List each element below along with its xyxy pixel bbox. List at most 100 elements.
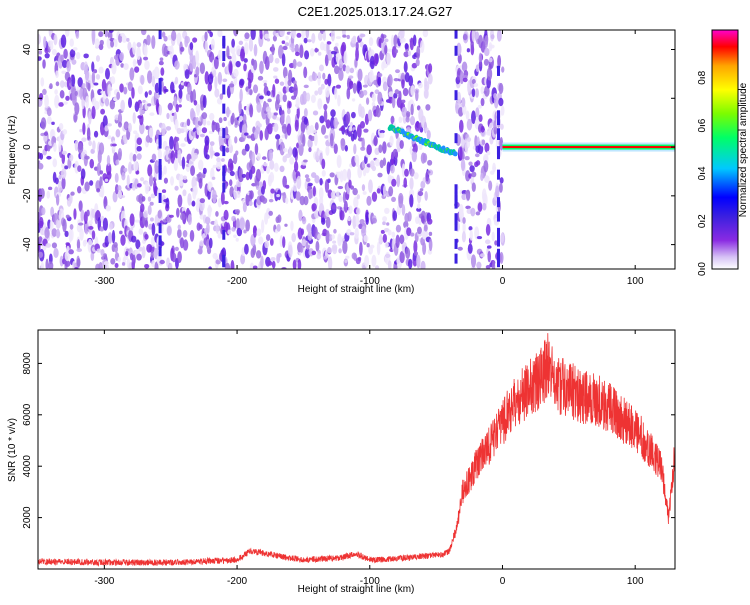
spectrogram-cell [199, 133, 205, 138]
spectrogram-cell [387, 260, 392, 269]
spectrogram-cell [264, 33, 270, 40]
spectrogram-cell [108, 87, 113, 91]
spectrogram-cell [75, 30, 80, 39]
spectrogram-cell [207, 73, 214, 85]
x-tick-label: -300 [94, 276, 114, 287]
spectrogram-y-label: Frequency (Hz) [7, 116, 18, 185]
spectrogram-streak [158, 78, 162, 89]
spectrogram-cell [330, 109, 336, 118]
y-tick-label: 0 [22, 144, 33, 150]
spectrogram-cell [471, 30, 476, 43]
spectrogram-cell [301, 90, 308, 105]
spectrogram-cell [303, 84, 309, 89]
spectrogram-cell [375, 107, 381, 118]
spectrogram-cell [227, 229, 231, 235]
spectrogram-cell [252, 243, 257, 256]
spectrogram-cell [235, 218, 241, 230]
spectrogram-cell [335, 53, 340, 58]
spectrogram-cell [92, 140, 96, 151]
spectrogram-cell [82, 83, 86, 89]
spectrogram-cell [415, 58, 420, 67]
spectrogram-cell [359, 241, 363, 256]
spectrogram-cell [342, 191, 347, 204]
spectrogram-cell [388, 91, 394, 97]
spectrogram-cell [106, 171, 112, 180]
spectrogram-cell [60, 54, 64, 63]
spectrogram-cell [132, 153, 137, 162]
spectrogram-cell [208, 266, 213, 269]
spectrogram-streak [496, 227, 500, 238]
spectrogram-cell [69, 154, 74, 162]
spectrogram-cell [255, 168, 262, 182]
spectrogram-streak [158, 192, 162, 203]
spectrogram-streak [454, 184, 458, 195]
spectrogram-cell [276, 224, 281, 232]
spectrogram-cell [248, 37, 254, 52]
spectrogram-cell [344, 259, 348, 263]
spectrogram-cell [361, 137, 365, 149]
spectrogram-cell [299, 44, 304, 59]
spectrogram-cell [95, 55, 101, 62]
spectrogram-cell [292, 147, 298, 158]
spectrogram-cell [111, 143, 117, 147]
spectrogram-cell [344, 144, 348, 152]
spectrogram-cell [311, 129, 317, 134]
spectrogram-heatmap [38, 30, 675, 269]
spectrogram-cell [458, 119, 464, 133]
spectrogram-cell [284, 75, 289, 88]
spectrogram-cell [366, 195, 372, 206]
spectrogram-cell [303, 159, 308, 163]
spectrogram-cell [249, 89, 253, 96]
spectrogram-cell [500, 232, 505, 243]
spectrogram-cell [486, 150, 491, 156]
spectrogram-cell [236, 190, 241, 199]
spectrogram-cell [353, 196, 359, 209]
spectrogram-cell [117, 121, 123, 128]
spectrogram-cell [151, 222, 156, 236]
spectrogram-cell [69, 193, 73, 204]
spectrogram-cell [144, 60, 150, 71]
spectrogram-cell [228, 160, 234, 164]
spectrogram-cell [338, 194, 343, 203]
spectrogram-cell [249, 190, 254, 200]
spectrogram-cell [217, 30, 223, 38]
spectrogram-cell [74, 140, 79, 152]
spectrogram-cell [94, 100, 100, 110]
spectrogram-cell [282, 94, 287, 103]
spectrogram-cell [267, 110, 272, 120]
spectrogram-cell [267, 123, 273, 135]
spectrogram-cell [221, 62, 226, 68]
spectrogram-cell [119, 83, 124, 93]
spectrogram-cell [371, 191, 378, 202]
spectrogram-streak [158, 246, 162, 257]
spectrogram-cell [468, 161, 473, 166]
spectrogram-cell [269, 160, 275, 170]
spectrogram-cell [309, 48, 315, 57]
spectrogram-cell [289, 156, 295, 165]
spectrogram-cell [231, 226, 236, 232]
spectrogram-cell [488, 180, 493, 191]
spectrogram-cell [462, 217, 466, 224]
spectrogram-cell [392, 210, 398, 221]
spectrogram-cell [244, 243, 249, 255]
spectrogram-cell [177, 149, 182, 164]
spectrogram-cell [326, 247, 333, 254]
spectrogram-cell [104, 178, 109, 182]
spectrogram-cell [195, 103, 201, 114]
spectrogram-cell [65, 245, 70, 257]
spectrogram-cell [69, 38, 74, 47]
spectrogram-cell [314, 175, 320, 184]
spectrogram-cell [159, 259, 165, 265]
spectrogram-cell [317, 31, 323, 41]
y-tick-label: 20 [22, 92, 33, 104]
spectrogram-cell [427, 73, 433, 85]
spectrogram-cell [236, 210, 240, 216]
spectrogram-cell [486, 67, 493, 81]
spectrogram-cell [320, 83, 325, 90]
spectrogram-cell [241, 124, 248, 138]
spectrogram-cell [165, 126, 172, 131]
spectrogram-cell [168, 262, 173, 269]
spectrogram-cell [391, 45, 397, 58]
spectrogram-cell [390, 115, 395, 125]
spectrogram-cell [77, 142, 84, 154]
